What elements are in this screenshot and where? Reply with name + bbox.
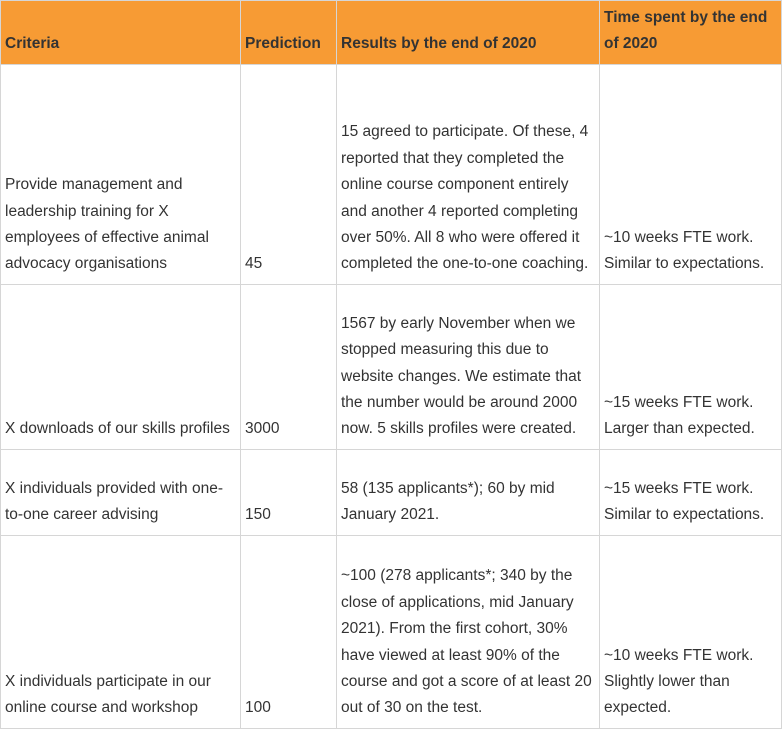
cell-criteria: X individuals participate in our online … [0, 534, 241, 729]
cell-time-spent: ~10 weeks FTE work. Similar to expectati… [599, 63, 782, 285]
table-row: X downloads of our skills profiles 3000 … [0, 283, 782, 450]
cell-prediction: 100 [240, 534, 337, 729]
cell-prediction: 150 [240, 448, 337, 536]
cell-results: 15 agreed to participate. Of these, 4 re… [336, 63, 600, 285]
cell-time-spent: ~15 weeks FTE work. Similar to expectati… [599, 448, 782, 536]
cell-criteria: Provide management and leadership traini… [0, 63, 241, 285]
cell-results: 58 (135 applicants*); 60 by mid January … [336, 448, 600, 536]
cell-time-spent: ~10 weeks FTE work. Slightly lower than … [599, 534, 782, 729]
header-time-spent: Time spent by the end of 2020 [599, 0, 782, 65]
cell-prediction: 3000 [240, 283, 337, 450]
header-prediction: Prediction [240, 0, 337, 65]
table-row: Provide management and leadership traini… [0, 63, 782, 285]
header-criteria: Criteria [0, 0, 241, 65]
cell-prediction: 45 [240, 63, 337, 285]
header-row: Criteria Prediction Results by the end o… [0, 0, 782, 65]
cell-criteria: X individuals provided with one-to-one c… [0, 448, 241, 536]
table-row: X individuals provided with one-to-one c… [0, 448, 782, 536]
cell-results: 1567 by early November when we stopped m… [336, 283, 600, 450]
cell-time-spent: ~15 weeks FTE work. Larger than expected… [599, 283, 782, 450]
table-body: Provide management and leadership traini… [0, 63, 782, 729]
table-header: Criteria Prediction Results by the end o… [0, 0, 782, 65]
table-row: X individuals participate in our online … [0, 534, 782, 729]
header-results: Results by the end of 2020 [336, 0, 600, 65]
cell-results: ~100 (278 applicants*; 340 by the close … [336, 534, 600, 729]
cell-criteria: X downloads of our skills profiles [0, 283, 241, 450]
